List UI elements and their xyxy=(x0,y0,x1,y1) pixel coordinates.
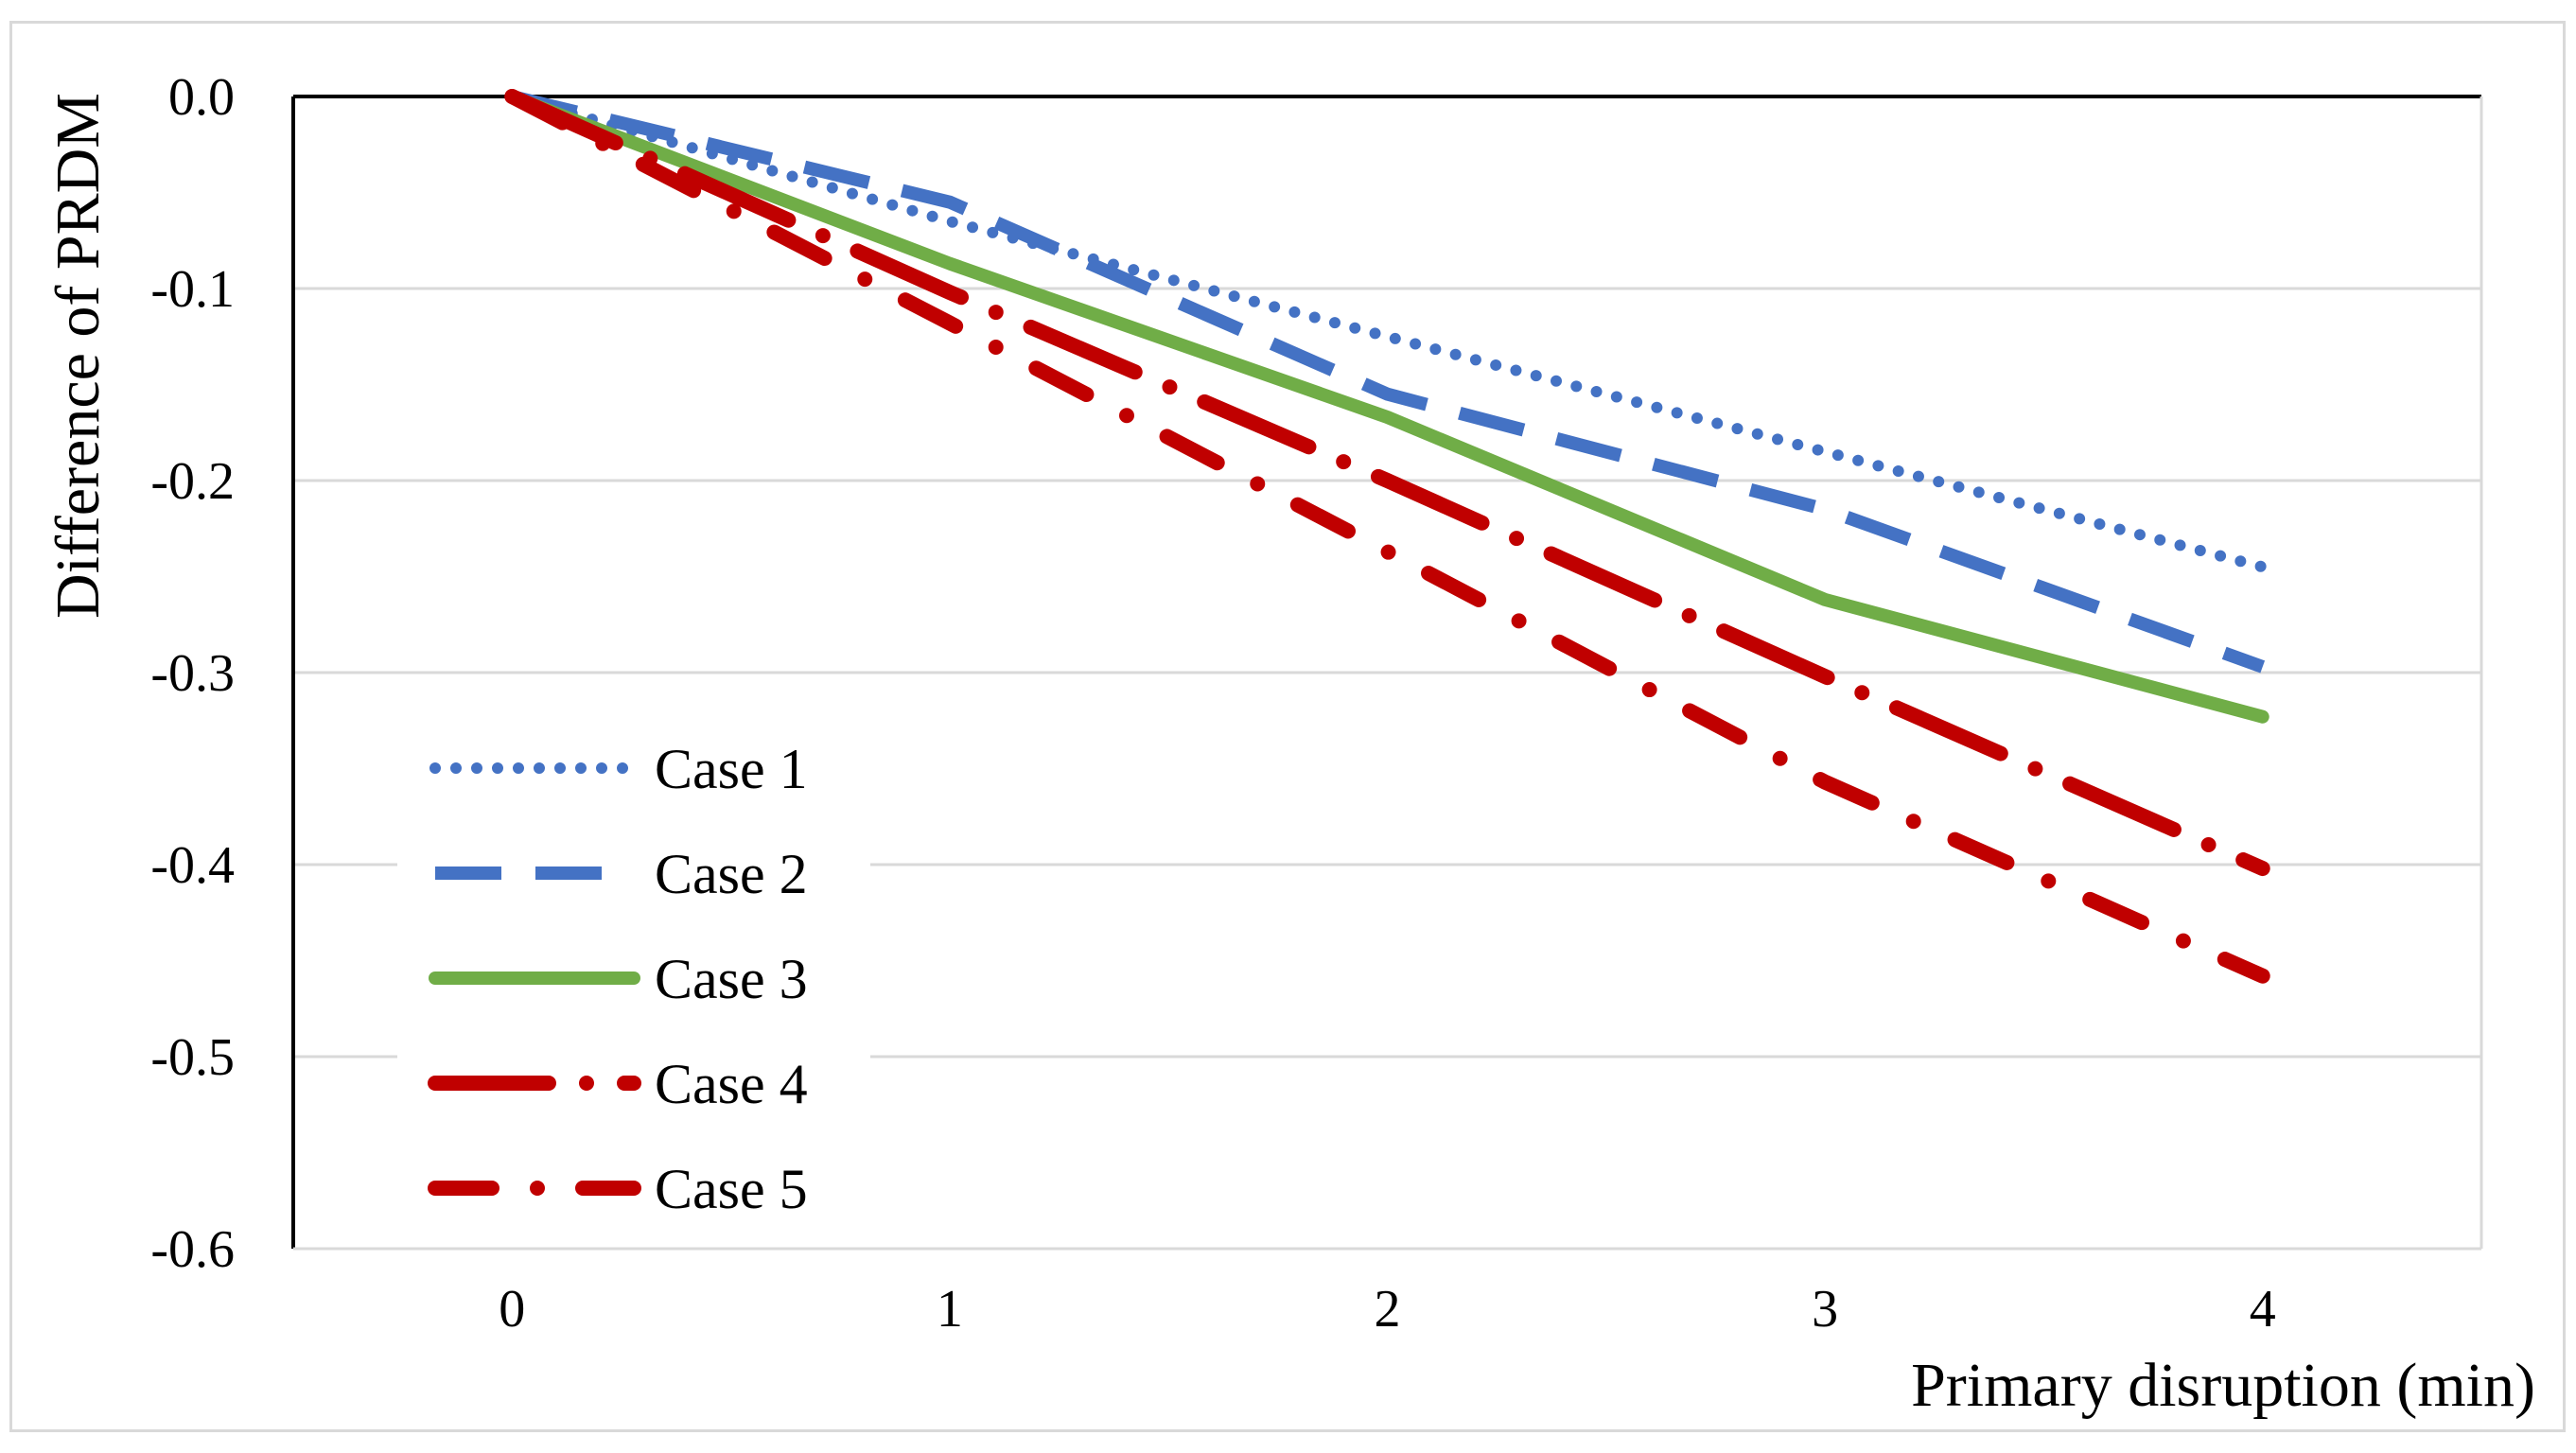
series-line-case-1 xyxy=(506,91,2269,573)
y-tick-label: 0.0 xyxy=(168,68,235,127)
axes xyxy=(291,95,2483,1251)
series-line-case-5 xyxy=(504,89,2270,984)
legend-label-case-3: Case 3 xyxy=(655,948,808,1010)
y-tick-label: -0.2 xyxy=(150,452,235,511)
x-axis-title: Primary disruption (min) xyxy=(1911,1351,2535,1420)
x-tick-label: 2 xyxy=(1375,1280,1401,1339)
series-lines xyxy=(504,89,2270,984)
x-tick-labels: 0 1 2 3 4 xyxy=(499,1280,2275,1339)
legend: Case 1 Case 2 Case 3 Case 4 Case 5 xyxy=(428,738,808,1220)
legend-label-case-5: Case 5 xyxy=(655,1158,808,1220)
legend-label-case-2: Case 2 xyxy=(655,843,808,905)
x-tick-label: 3 xyxy=(1812,1280,1838,1339)
y-tick-labels: 0.0 -0.1 -0.2 -0.3 -0.4 -0.5 -0.6 xyxy=(150,68,235,1279)
y-tick-label: -0.3 xyxy=(150,644,235,703)
y-tick-label: -0.1 xyxy=(150,260,235,319)
y-axis-title: Difference of PRDM xyxy=(44,93,113,619)
x-tick-label: 4 xyxy=(2250,1280,2276,1339)
legend-label-case-4: Case 4 xyxy=(655,1053,808,1115)
series-line-case-2 xyxy=(510,90,2266,674)
series-line-case-4 xyxy=(504,89,2270,877)
series-line-case-3 xyxy=(505,90,2269,724)
y-tick-label: -0.6 xyxy=(150,1220,235,1279)
legend-label-case-1: Case 1 xyxy=(655,738,808,800)
x-tick-label: 0 xyxy=(499,1280,525,1339)
y-tick-label: -0.5 xyxy=(150,1028,235,1087)
y-tick-label: -0.4 xyxy=(150,836,235,895)
x-tick-label: 1 xyxy=(937,1280,963,1339)
